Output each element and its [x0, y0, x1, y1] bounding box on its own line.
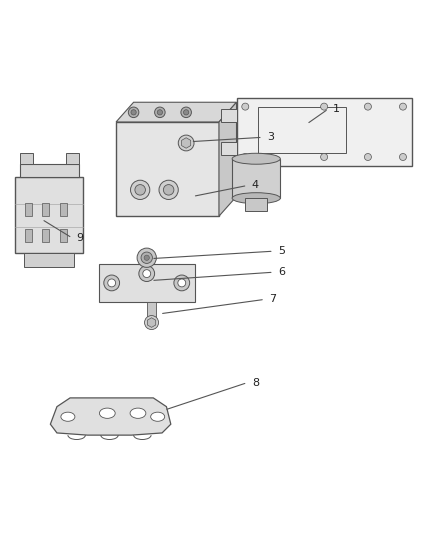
- Circle shape: [155, 107, 165, 118]
- FancyBboxPatch shape: [25, 203, 32, 216]
- Circle shape: [242, 154, 249, 160]
- Circle shape: [135, 184, 145, 195]
- Circle shape: [143, 270, 151, 278]
- Polygon shape: [147, 318, 156, 327]
- Text: 1: 1: [333, 104, 340, 114]
- Circle shape: [144, 255, 149, 260]
- Circle shape: [364, 103, 371, 110]
- Polygon shape: [182, 138, 191, 148]
- FancyBboxPatch shape: [221, 142, 237, 155]
- FancyBboxPatch shape: [232, 159, 280, 198]
- Circle shape: [399, 154, 406, 160]
- Circle shape: [145, 316, 159, 329]
- Circle shape: [108, 279, 116, 287]
- Circle shape: [157, 110, 162, 115]
- Text: 4: 4: [252, 181, 259, 190]
- Circle shape: [174, 275, 190, 291]
- Polygon shape: [116, 102, 237, 122]
- FancyBboxPatch shape: [147, 302, 156, 319]
- Ellipse shape: [61, 412, 75, 421]
- Circle shape: [139, 266, 155, 281]
- Ellipse shape: [232, 154, 280, 164]
- Text: 7: 7: [269, 294, 276, 304]
- Circle shape: [399, 103, 406, 110]
- Circle shape: [184, 110, 189, 115]
- Circle shape: [137, 248, 156, 268]
- FancyBboxPatch shape: [245, 198, 267, 211]
- Circle shape: [242, 103, 249, 110]
- FancyBboxPatch shape: [20, 164, 79, 177]
- Text: 5: 5: [278, 246, 285, 256]
- FancyBboxPatch shape: [20, 154, 33, 165]
- Circle shape: [141, 252, 152, 263]
- FancyBboxPatch shape: [42, 203, 49, 216]
- Circle shape: [178, 135, 194, 151]
- FancyBboxPatch shape: [60, 229, 67, 243]
- Text: 9: 9: [77, 233, 84, 243]
- FancyBboxPatch shape: [24, 253, 74, 266]
- FancyBboxPatch shape: [66, 154, 79, 165]
- Circle shape: [178, 279, 186, 287]
- FancyBboxPatch shape: [42, 229, 49, 243]
- Circle shape: [159, 180, 178, 199]
- FancyBboxPatch shape: [221, 109, 237, 122]
- Polygon shape: [219, 102, 237, 216]
- Circle shape: [128, 107, 139, 118]
- FancyBboxPatch shape: [237, 98, 412, 166]
- FancyBboxPatch shape: [15, 177, 83, 253]
- Ellipse shape: [99, 408, 115, 418]
- Circle shape: [321, 103, 328, 110]
- Ellipse shape: [232, 193, 280, 204]
- Text: 6: 6: [278, 267, 285, 277]
- Circle shape: [181, 107, 191, 118]
- Circle shape: [364, 154, 371, 160]
- Circle shape: [131, 110, 136, 115]
- Text: 8: 8: [252, 377, 259, 387]
- Ellipse shape: [130, 408, 146, 418]
- FancyBboxPatch shape: [60, 203, 67, 216]
- FancyBboxPatch shape: [25, 229, 32, 243]
- Circle shape: [163, 184, 174, 195]
- Circle shape: [131, 180, 150, 199]
- FancyBboxPatch shape: [99, 264, 195, 302]
- Text: 3: 3: [267, 132, 274, 142]
- Circle shape: [321, 154, 328, 160]
- FancyBboxPatch shape: [116, 122, 219, 216]
- Polygon shape: [50, 398, 171, 435]
- Circle shape: [104, 275, 120, 291]
- Ellipse shape: [151, 412, 165, 421]
